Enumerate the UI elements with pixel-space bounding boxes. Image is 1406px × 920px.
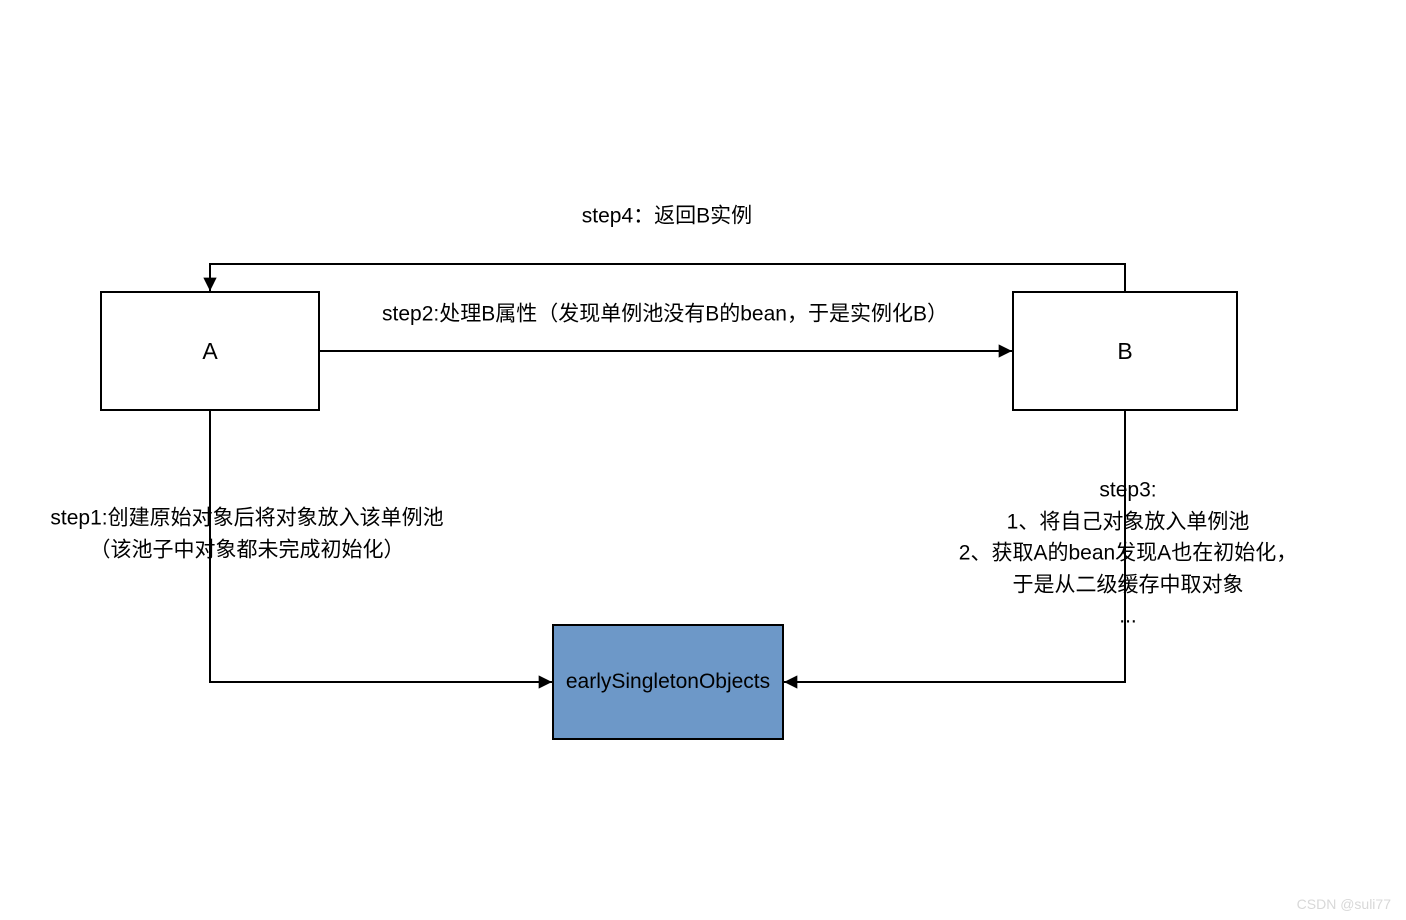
watermark: CSDN @suli77 xyxy=(1297,896,1391,912)
edge-step1-label: step1:创建原始对象后将对象放入该单例池 （该池子中对象都未完成初始化） xyxy=(0,503,547,566)
node-b-label: B xyxy=(1117,338,1132,365)
edge-step2-label: step2:处理B属性（发现单例池没有B的bean，于是实例化B） xyxy=(365,298,965,330)
edge-step4-label: step4：返回B实例 xyxy=(367,200,967,232)
node-a: A xyxy=(100,291,320,411)
edges-layer xyxy=(0,0,1406,920)
node-a-label: A xyxy=(202,338,217,365)
node-b: B xyxy=(1012,291,1238,411)
node-eso-label: earlySingletonObjects xyxy=(566,670,770,694)
edge-step3-label: step3: 1、将自己对象放入单例池 2、获取A的bean发现A也在初始化， … xyxy=(828,474,1406,632)
edge-step4 xyxy=(210,264,1125,291)
node-early-singleton-objects: earlySingletonObjects xyxy=(552,624,784,740)
